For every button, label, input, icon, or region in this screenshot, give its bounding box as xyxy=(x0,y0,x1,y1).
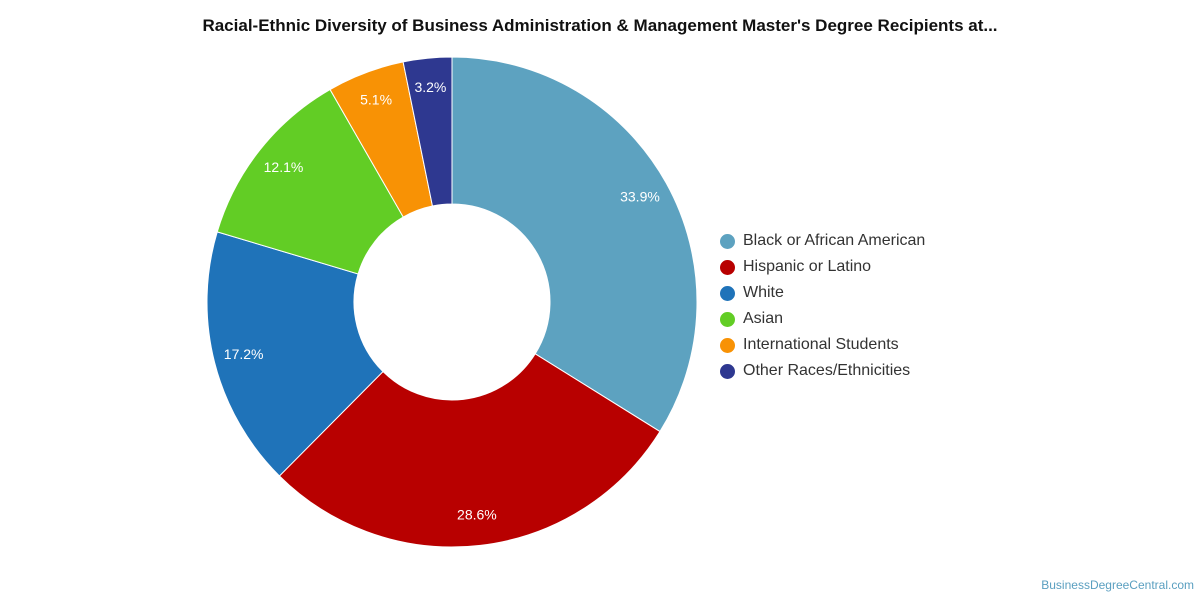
donut-slice-2 xyxy=(206,231,384,477)
legend-label: White xyxy=(743,284,784,301)
source-credit: BusinessDegreeCentral.com xyxy=(1041,578,1194,592)
legend-item-0[interactable]: Black or African American xyxy=(720,228,925,254)
legend-item-4[interactable]: International Students xyxy=(720,332,925,358)
donut-slice-0 xyxy=(451,56,698,433)
legend-item-5[interactable]: Other Races/Ethnicities xyxy=(720,358,925,384)
legend-label: Black or African American xyxy=(743,232,926,249)
legend-swatch xyxy=(720,363,735,379)
legend-swatch xyxy=(720,285,735,301)
legend-label: Asian xyxy=(743,310,784,327)
donut-slice-5 xyxy=(402,56,453,207)
donut-slice-3 xyxy=(216,88,404,275)
slice-data-label-2: 17.2% xyxy=(224,346,264,362)
slice-data-label-1: 28.6% xyxy=(457,506,497,522)
legend-label: Other Races/Ethnicities xyxy=(743,362,911,379)
legend-swatch xyxy=(720,337,735,353)
legend-swatch xyxy=(720,311,735,327)
legend-label: Hispanic or Latino xyxy=(743,258,872,275)
slice-data-label-0: 33.9% xyxy=(620,188,660,204)
slice-data-label-4: 5.1% xyxy=(360,92,392,108)
legend-swatch xyxy=(720,259,735,275)
legend-item-2[interactable]: White xyxy=(720,280,925,306)
legend-item-1[interactable]: Hispanic or Latino xyxy=(720,254,925,280)
donut-slice-1 xyxy=(278,353,661,548)
legend-label: International Students xyxy=(743,336,899,353)
legend-item-3[interactable]: Asian xyxy=(720,306,925,332)
slice-data-label-3: 12.1% xyxy=(264,159,304,175)
chart-title: Racial-Ethnic Diversity of Business Admi… xyxy=(202,16,998,35)
slice-data-label-5: 3.2% xyxy=(414,79,446,95)
chart-legend: Black or African American Hispanic or Lat… xyxy=(720,228,925,384)
legend-swatch xyxy=(720,233,735,249)
